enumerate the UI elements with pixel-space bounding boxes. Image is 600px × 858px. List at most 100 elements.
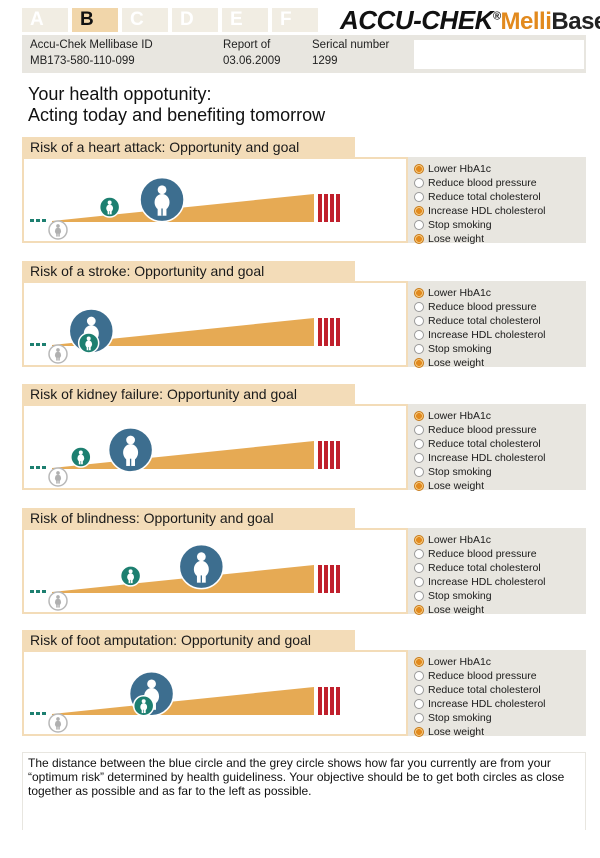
radio-button-icon[interactable]	[414, 358, 424, 368]
option-label: Increase HDL cholesterol	[428, 205, 546, 217]
option-label: Reduce blood pressure	[428, 670, 537, 682]
radio-button-icon[interactable]	[414, 481, 424, 491]
radio-button-icon[interactable]	[414, 330, 424, 340]
section-title: Risk of blindness: Opportunity and goal	[22, 508, 355, 528]
radio-button-icon[interactable]	[414, 164, 424, 174]
option-label: Lower HbA1c	[428, 410, 492, 422]
option-label: Reduce blood pressure	[428, 301, 537, 313]
radio-button-icon[interactable]	[414, 220, 424, 230]
risk-scale-chart	[30, 308, 340, 364]
logo-brand: ACCU-CHEK	[340, 5, 493, 35]
optimum-risk-icon	[48, 220, 68, 240]
radio-button-icon[interactable]	[414, 344, 424, 354]
risk-chart-panel	[22, 404, 408, 490]
optimum-risk-icon	[48, 713, 68, 733]
radio-button-icon[interactable]	[414, 549, 424, 559]
option-label: Reduce total cholesterol	[428, 438, 541, 450]
radio-button-icon[interactable]	[414, 411, 424, 421]
blank-field-box	[414, 40, 584, 69]
tab-d[interactable]: D	[172, 8, 218, 32]
option-label: Stop smoking	[428, 466, 492, 478]
tab-c[interactable]: C	[122, 8, 168, 32]
radio-button-icon[interactable]	[414, 591, 424, 601]
radio-button-icon[interactable]	[414, 671, 424, 681]
option-label: Reduce blood pressure	[428, 548, 537, 560]
risk-chart-panel	[22, 157, 408, 243]
current-risk-icon	[178, 543, 225, 590]
high-risk-bar	[324, 441, 328, 469]
headline-line-2: Acting today and benefiting tomorrow	[28, 105, 326, 125]
scale-start-dot	[36, 712, 40, 715]
high-risk-bar	[336, 194, 340, 222]
risk-chart-panel	[22, 650, 408, 736]
radio-button-icon[interactable]	[414, 563, 424, 573]
risk-scale-chart	[30, 543, 340, 611]
tab-f[interactable]: F	[272, 8, 318, 32]
option-label: Lose weight	[428, 726, 485, 738]
headline-line-1: Your health oppotunity:	[28, 84, 212, 104]
radio-button-icon[interactable]	[414, 425, 424, 435]
option-label: Lower HbA1c	[428, 534, 492, 546]
goal-risk-icon	[77, 332, 100, 354]
scale-start-dot	[30, 343, 34, 346]
footer-explanation: The distance between the blue circle and…	[28, 756, 565, 798]
radio-button-icon[interactable]	[414, 685, 424, 695]
option-label: Lower HbA1c	[428, 163, 492, 175]
optimum-risk-icon	[48, 344, 68, 364]
radio-button-icon[interactable]	[414, 234, 424, 244]
option-label: Stop smoking	[428, 343, 492, 355]
option-label: Reduce total cholesterol	[428, 684, 541, 696]
scale-start-dot	[42, 343, 46, 346]
radio-button-icon[interactable]	[414, 302, 424, 312]
radio-button-icon[interactable]	[414, 316, 424, 326]
measure-options-panel: Lower HbA1c Reduce blood pressure Reduce t…	[408, 528, 586, 616]
risk-scale-chart	[30, 670, 340, 733]
radio-button-icon[interactable]	[414, 713, 424, 723]
risk-wedge	[52, 318, 314, 346]
radio-button-icon[interactable]	[414, 178, 424, 188]
scale-start-dot	[42, 590, 46, 593]
radio-button-icon[interactable]	[414, 577, 424, 587]
radio-button-icon[interactable]	[414, 467, 424, 477]
high-risk-bar	[318, 565, 322, 593]
radio-button-icon[interactable]	[414, 727, 424, 737]
high-risk-bar	[324, 565, 328, 593]
tab-a[interactable]: A	[22, 8, 68, 32]
tab-e[interactable]: E	[222, 8, 268, 32]
radio-button-icon[interactable]	[414, 439, 424, 449]
accu-chek-logo: ACCU-CHEK®MelliBase	[340, 5, 600, 36]
scale-start-dot	[42, 712, 46, 715]
scale-start-dot	[30, 712, 34, 715]
report-label: Report of	[223, 39, 271, 51]
logo-registered: ®	[492, 10, 501, 23]
high-risk-bar	[336, 441, 340, 469]
radio-button-icon[interactable]	[414, 605, 424, 615]
option-label: Increase HDL cholesterol	[428, 452, 546, 464]
high-risk-bar	[330, 441, 334, 469]
optimum-risk-icon	[48, 467, 68, 487]
radio-button-icon[interactable]	[414, 206, 424, 216]
radio-button-icon[interactable]	[414, 535, 424, 545]
option-label: Stop smoking	[428, 590, 492, 602]
logo-melli: Melli	[500, 8, 552, 35]
radio-button-icon[interactable]	[414, 288, 424, 298]
logo-base: Base	[551, 8, 600, 35]
risk-scale-chart	[30, 427, 340, 487]
high-risk-bar	[318, 318, 322, 346]
high-risk-bar	[336, 565, 340, 593]
risk-scale-chart	[30, 176, 340, 240]
scale-start-dot	[36, 590, 40, 593]
high-risk-bar	[330, 687, 334, 715]
optimum-risk-icon	[48, 591, 68, 611]
radio-button-icon[interactable]	[414, 657, 424, 667]
scale-start-dot	[42, 219, 46, 222]
scale-start-dot	[30, 590, 34, 593]
report-info-bar: Accu-Chek Mellibase ID MB173-580-110-099…	[22, 35, 586, 73]
radio-button-icon[interactable]	[414, 699, 424, 709]
option-label: Stop smoking	[428, 712, 492, 724]
measure-options-panel: Lower HbA1c Reduce blood pressure Reduce t…	[408, 650, 586, 738]
radio-button-icon[interactable]	[414, 453, 424, 463]
option-label: Lose weight	[428, 357, 485, 369]
radio-button-icon[interactable]	[414, 192, 424, 202]
tab-b[interactable]: B	[72, 8, 118, 32]
